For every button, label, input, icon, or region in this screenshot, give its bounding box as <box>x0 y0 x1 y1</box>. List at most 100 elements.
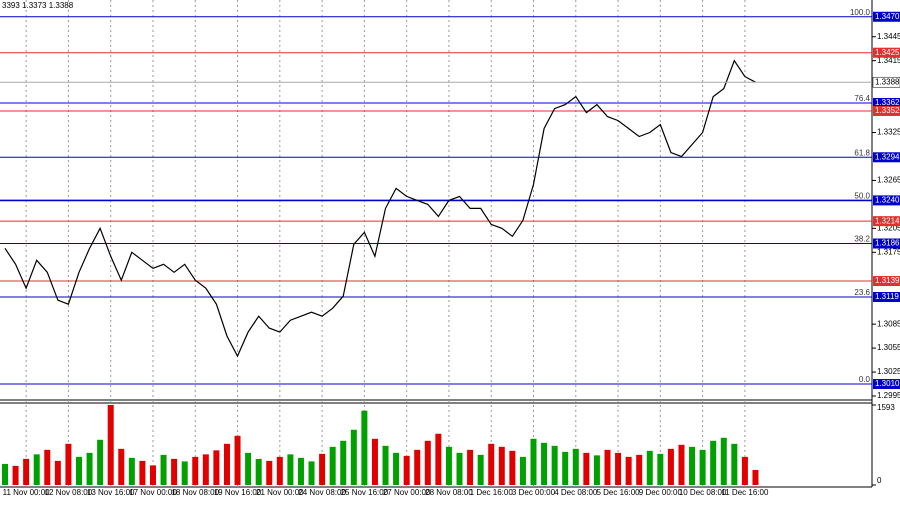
x-tick-label: 28 Nov 08:00 <box>425 488 473 497</box>
volume-bar <box>33 454 40 485</box>
volume-bar <box>699 449 706 485</box>
volume-bar <box>371 438 378 485</box>
last-price-box <box>872 76 900 88</box>
volume-bar <box>86 452 93 485</box>
volume-bar <box>657 453 664 485</box>
volume-bar <box>678 444 685 485</box>
volume-bar <box>192 456 199 485</box>
price-line <box>4 59 756 358</box>
volume-bar <box>276 456 283 485</box>
volume-bar <box>128 457 135 485</box>
level-price-label: 1.3010 <box>875 379 900 388</box>
volume-bar <box>2 463 8 485</box>
volume-bar <box>551 445 558 485</box>
volume-bar <box>710 440 717 485</box>
y-tick-label: 1.3085 <box>877 319 900 328</box>
volume-bar <box>477 454 484 485</box>
volume-bar <box>741 456 748 485</box>
volume-bar <box>245 452 252 485</box>
level-price-box <box>873 105 900 116</box>
volume-bar <box>488 443 495 485</box>
volume-bar <box>382 445 389 485</box>
volume-bar <box>75 456 82 485</box>
volume-bar <box>202 454 209 485</box>
level-price-label: 1.3425 <box>875 48 900 57</box>
level-price-box <box>873 97 900 108</box>
volume-bar <box>625 456 632 485</box>
volume-bar <box>97 439 104 485</box>
volume-bar <box>319 453 326 485</box>
x-tick-label: 3 Dec 00:00 <box>512 488 556 497</box>
volume-bar <box>583 452 590 485</box>
x-tick-label: 18 Nov 08:00 <box>171 488 219 497</box>
volume-bar <box>445 446 452 485</box>
fib-label: 76.4 <box>854 94 870 103</box>
x-tick-label: 19 Nov 16:00 <box>214 488 262 497</box>
volume-bar <box>689 446 696 485</box>
fib-label: 61.8 <box>854 148 870 157</box>
x-tick-label: 5 Dec 16:00 <box>596 488 640 497</box>
volume-bar <box>171 458 178 485</box>
volume-bar <box>636 454 643 485</box>
y-tick-label: 1.3205 <box>877 223 900 232</box>
volume-bar <box>181 461 188 485</box>
volume-bar <box>541 442 548 485</box>
volume-bar <box>435 433 442 485</box>
x-tick-label: 9 Dec 00:00 <box>639 488 683 497</box>
level-price-label: 1.3240 <box>875 196 900 205</box>
volume-bar <box>23 458 30 485</box>
x-tick-label: 1 Dec 16:00 <box>470 488 514 497</box>
y-tick-label: 1.3325 <box>877 128 900 137</box>
header: 3393 1.3373 1.3388 <box>2 1 74 10</box>
y-tick-label: 1.3445 <box>877 32 900 41</box>
level-price-box <box>873 11 900 22</box>
fib-label: 38.2 <box>854 235 870 244</box>
y-tick-label: 1.3415 <box>877 56 900 65</box>
x-tick-label: 11 Dec 16:00 <box>721 488 769 497</box>
y-tick-label: 1.3055 <box>877 343 900 352</box>
volume-bar <box>44 449 51 485</box>
volume-tick-label: 1593 <box>877 403 895 412</box>
level-price-label: 1.3186 <box>875 239 900 248</box>
volume-bar <box>266 460 273 485</box>
level-price-box <box>873 276 900 287</box>
level-price-label: 1.3119 <box>875 292 899 301</box>
level-price-box <box>873 47 900 58</box>
x-tick-label: 27 Nov 00:00 <box>383 488 431 497</box>
volume-bar <box>498 446 505 485</box>
volume-bar <box>720 437 727 485</box>
level-price-box <box>873 292 900 303</box>
x-tick-label: 11 Nov 00:00 <box>3 488 51 497</box>
volume-bar <box>752 469 759 485</box>
volume-bar <box>562 451 569 485</box>
x-tick-label: 17 Nov 00:00 <box>129 488 177 497</box>
level-price-box <box>873 152 900 163</box>
volume-bar <box>519 456 526 485</box>
volume-bar <box>223 443 230 485</box>
x-tick-label: 25 Nov 16:00 <box>341 488 389 497</box>
y-tick-label: 1.3265 <box>877 176 900 185</box>
volume-bar <box>350 429 357 485</box>
volume-bar <box>667 448 674 485</box>
level-price-box <box>873 238 900 249</box>
volume-bar <box>160 454 167 485</box>
level-price-label: 1.3139 <box>875 276 900 285</box>
x-tick-label: 13 Nov 16:00 <box>87 488 135 497</box>
volume-bar <box>107 405 114 485</box>
x-tick-label: 24 Nov 08:00 <box>298 488 346 497</box>
volume-bar <box>530 438 537 485</box>
volume-bar <box>414 449 421 485</box>
y-tick-label: 1.3025 <box>877 367 900 376</box>
volume-bar <box>424 440 431 485</box>
fib-label: 0.0 <box>859 375 871 384</box>
level-price-label: 1.3294 <box>875 152 900 161</box>
volume-bar <box>509 450 516 485</box>
volume-bar <box>604 449 611 485</box>
volume-bar <box>403 455 410 485</box>
volume-bar <box>297 457 304 485</box>
y-tick-label: 1.3175 <box>877 247 900 256</box>
volume-bar <box>54 460 61 485</box>
volume-bar <box>572 448 579 485</box>
last-price-label: 1.3388 <box>875 77 900 86</box>
